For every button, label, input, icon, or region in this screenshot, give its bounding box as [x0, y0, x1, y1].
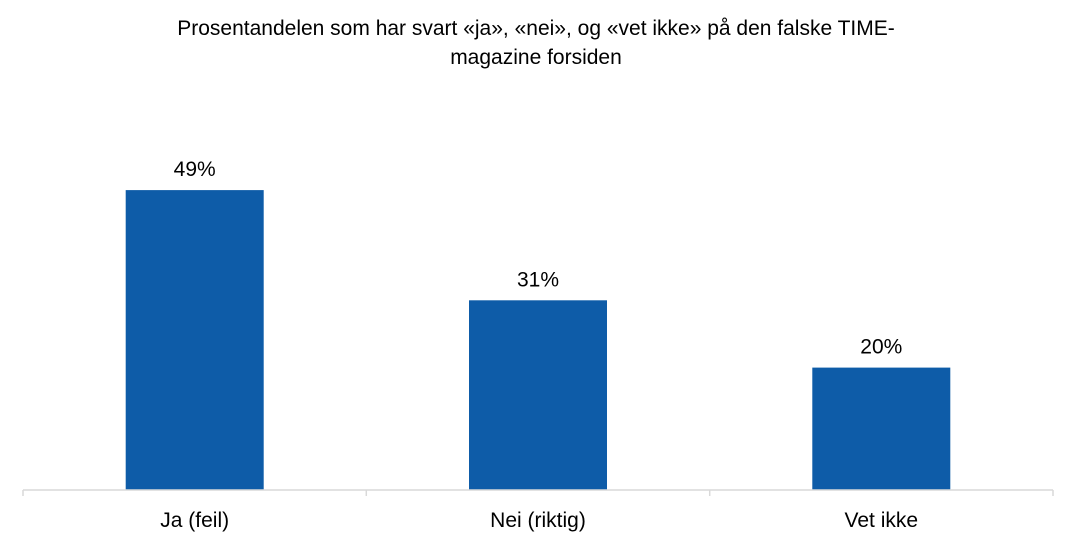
data-label-2: 31%: [517, 268, 559, 291]
data-label-3: 20%: [860, 336, 902, 359]
plot-area: 49% Ja (feil) 31% Nei (riktig) 20% Vet ikke: [22, 158, 1054, 532]
bar-2: [469, 300, 607, 490]
chart-title-line-2: magazine forsiden: [450, 46, 622, 69]
bar-1: [125, 190, 264, 490]
bar-3: [812, 367, 951, 490]
chart-title-line-1: Prosentandelen som har svart «ja», «nei»…: [177, 17, 895, 40]
data-label-1: 49%: [174, 158, 216, 181]
category-label-3: Vet ikke: [845, 509, 919, 532]
category-label-2: Nei (riktig): [490, 509, 586, 532]
category-label-1: Ja (feil): [160, 509, 229, 532]
